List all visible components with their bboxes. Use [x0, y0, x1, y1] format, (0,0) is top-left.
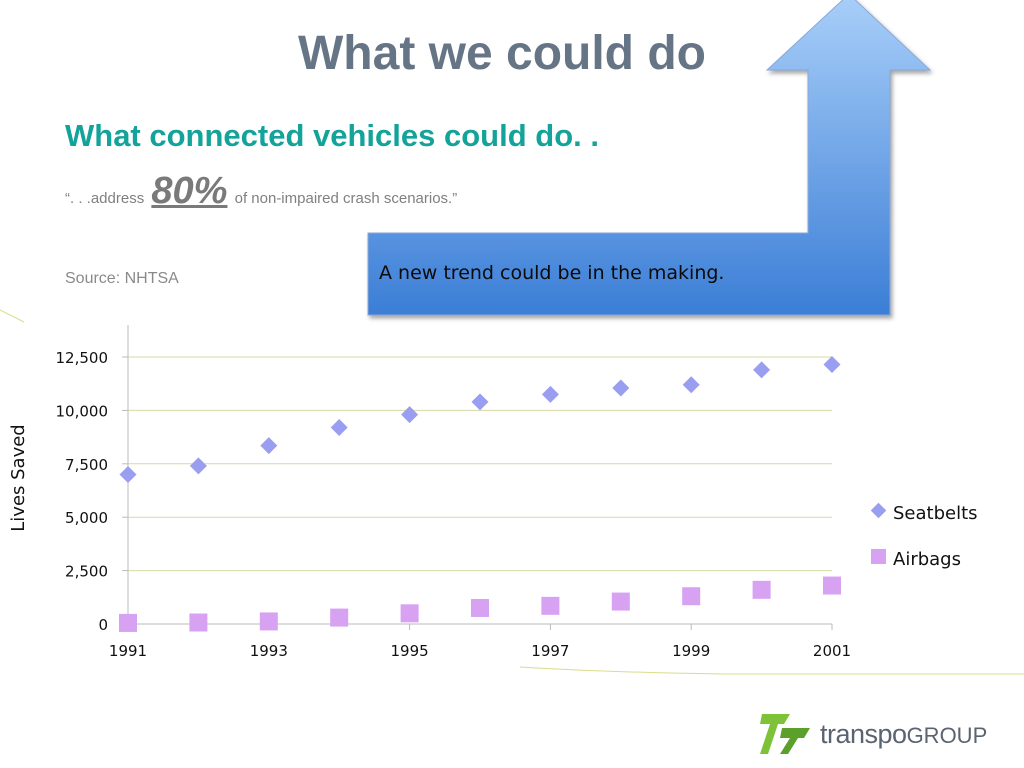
grid-lines: [122, 356, 832, 625]
y-tick-label: 5,000: [65, 509, 108, 527]
airbags-point: [682, 587, 701, 606]
airbags-point: [541, 596, 560, 615]
quote-suffix: of non-impaired crash scenarios.”: [234, 190, 458, 207]
quote-highlight: 80%: [151, 170, 228, 212]
airbags-point: [400, 604, 419, 623]
airbags-point: [471, 598, 489, 617]
legend-seatbelts-marker: [870, 502, 887, 519]
y-tick-label: 7,500: [65, 456, 108, 474]
airbags-point: [189, 613, 208, 632]
airbags-point: [119, 613, 137, 632]
y-tick-label: 2,500: [65, 563, 108, 581]
seatbelts-point: [612, 379, 630, 397]
slide-subtitle: What connected vehicles could do. .: [65, 118, 599, 153]
slide-title: What we could do: [298, 27, 706, 80]
trend-arrow: [367, 0, 932, 316]
seatbelts-point: [260, 437, 278, 455]
seatbelts-point: [189, 457, 207, 475]
seatbelts-point: [823, 355, 841, 373]
logo-mark-icon: [760, 714, 810, 754]
legend-airbags-marker: [871, 549, 886, 564]
legend-seatbelts-label: Seatbelts: [893, 503, 978, 524]
quote-prefix: “. . .address: [65, 190, 145, 207]
y-tick-label: 12,500: [56, 349, 109, 367]
airbags-point: [259, 612, 278, 631]
x-tick-label: 2001: [813, 642, 851, 660]
seatbelts-point: [682, 376, 700, 394]
decorative-swoosh-left: [0, 309, 25, 323]
airbags-point: [752, 580, 771, 599]
logo-wordmark: transpoGROUP: [820, 719, 987, 750]
logo-name-main: transpo: [820, 718, 907, 749]
seatbelts-point: [541, 385, 559, 403]
trend-callout: A new trend could be in the making.: [379, 262, 725, 284]
logo-name-suffix: GROUP: [906, 722, 988, 748]
source-note: Source: NHTSA: [65, 270, 179, 287]
decorative-swoosh-bottom: [519, 666, 1024, 675]
x-tick-label: 1993: [250, 642, 288, 660]
x-tick-labels: 1991 1993 1995 1997 1999 2001: [109, 642, 851, 660]
legend-airbags-label: Airbags: [893, 549, 961, 570]
seatbelts-point: [119, 465, 137, 483]
seatbelts-point: [753, 361, 771, 379]
y-tick-label: 0: [98, 616, 108, 634]
seatbelts-point: [330, 418, 348, 436]
x-tick-label: 1991: [109, 642, 147, 660]
x-tick-label: 1995: [391, 642, 429, 660]
quote: “. . .address 80% of non-impaired crash …: [65, 170, 457, 213]
seatbelts-point: [471, 393, 489, 411]
transpo-group-logo: transpoGROUP: [760, 712, 987, 756]
airbags-point: [330, 608, 349, 627]
data-points: [119, 355, 841, 632]
y-tick-label: 10,000: [56, 402, 109, 420]
airbags-point: [823, 576, 841, 595]
y-axis-label: Lives Saved: [8, 424, 29, 531]
airbags-point: [611, 592, 630, 611]
chart-axes: [127, 325, 833, 630]
y-tick-labels: 0 2,500 5,000 7,500 10,000 12,500: [56, 349, 109, 634]
seatbelts-point: [401, 406, 419, 424]
legend: Seatbelts Airbags: [870, 502, 978, 570]
x-tick-label: 1997: [531, 642, 569, 660]
x-tick-label: 1999: [672, 642, 710, 660]
